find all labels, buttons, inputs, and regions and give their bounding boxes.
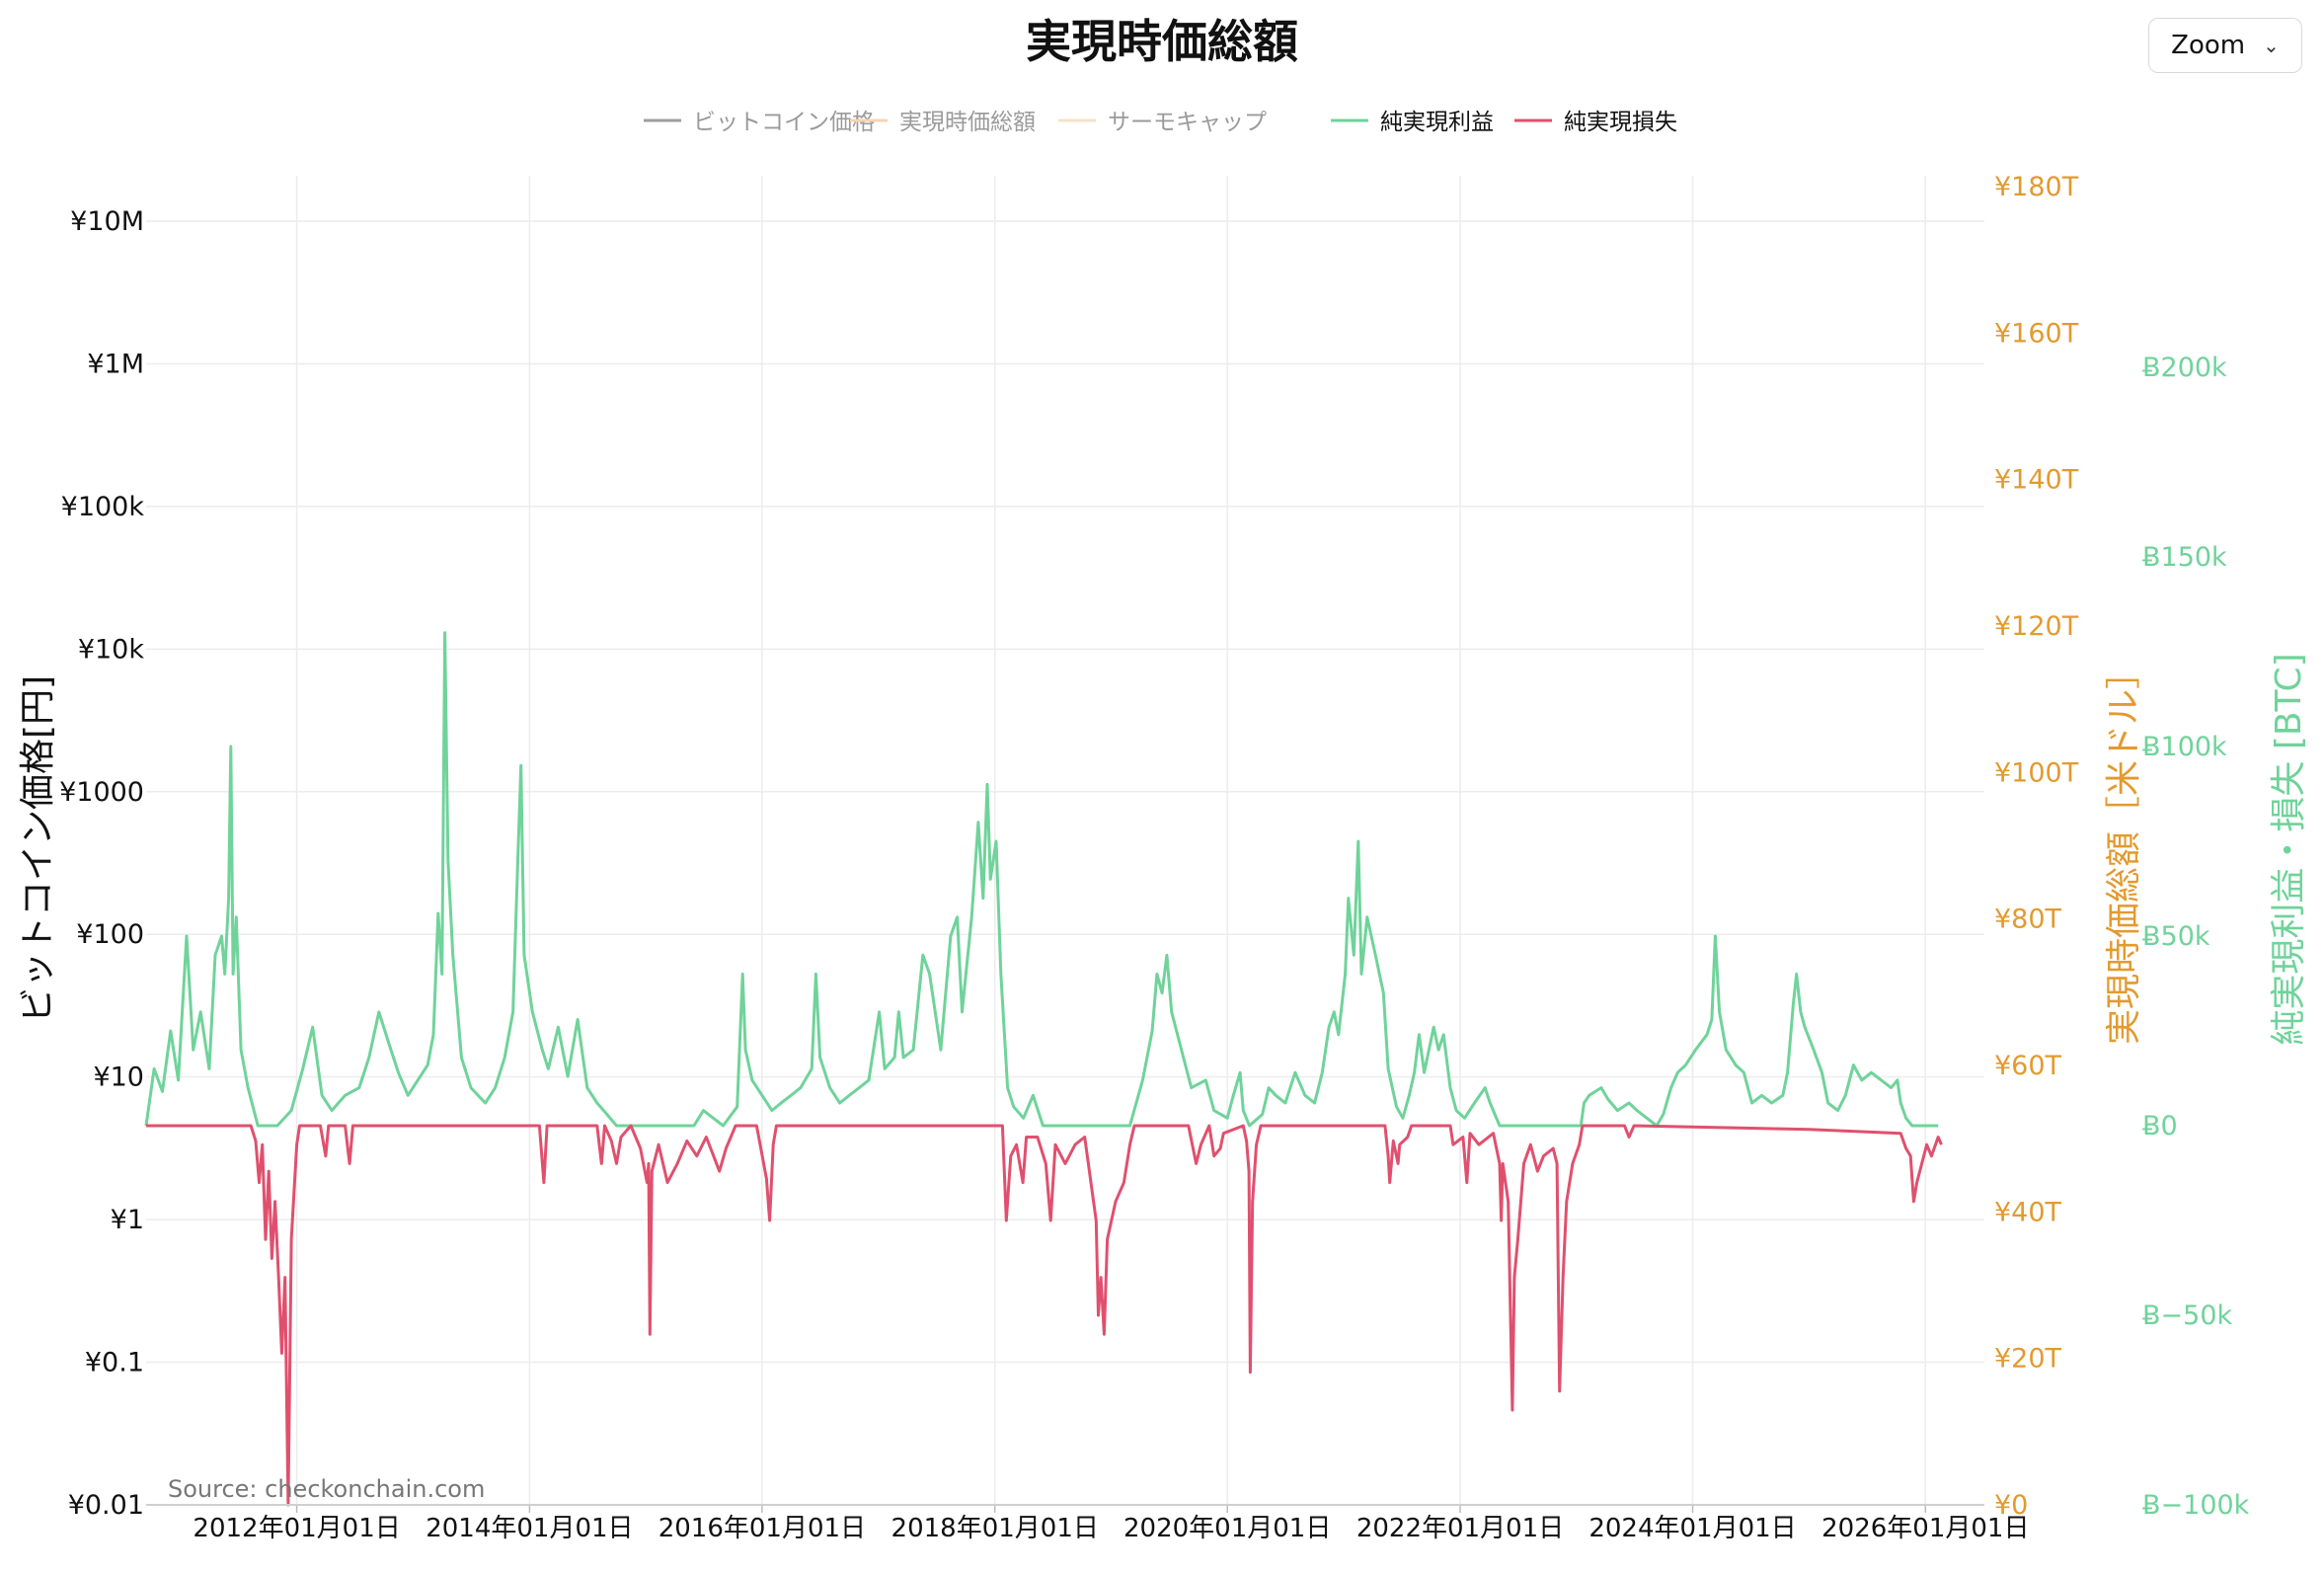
x-tick-label: 2024年01月01日: [1588, 1514, 1796, 1543]
y-left-tick-label: ¥10M: [70, 206, 144, 237]
y-left-tick-label: ¥100: [76, 919, 144, 950]
series-layer: [144, 631, 1943, 1507]
y-right1-tick-label: ¥100T: [1994, 757, 2079, 788]
x-tick-label: 2022年01月01日: [1356, 1514, 1564, 1543]
y-right2-tick-label: Ƀ200k: [2142, 353, 2227, 383]
chart-title: 実現時価総額: [1026, 15, 1298, 68]
legend-item[interactable]: ビットコイン価格: [644, 110, 875, 135]
x-tick-label: 2026年01月01日: [1821, 1514, 2029, 1543]
legend-item[interactable]: サーモキャップ: [1058, 110, 1267, 135]
grid: [146, 176, 1984, 1506]
y-right1-axis-title: 実現時価総額［米ドル］: [2104, 654, 2144, 1045]
zoom-label: Zoom: [2171, 31, 2246, 60]
y-left-tick-label: ¥0.01: [68, 1490, 144, 1521]
x-tick-label: 2016年01月01日: [658, 1514, 866, 1543]
y-right2-axis-title: 純実現利益・損失 [BTC]: [2269, 653, 2309, 1045]
y-right2-tick-label: Ƀ0: [2142, 1111, 2178, 1141]
y-right1-tick-label: ¥20T: [1994, 1344, 2062, 1375]
legend-item[interactable]: 実現時価総額: [850, 110, 1036, 135]
y-right1-tick-label: ¥120T: [1994, 611, 2079, 642]
y-right1-tick-label: ¥60T: [1994, 1051, 2062, 1081]
legend-label: ビットコイン価格: [693, 110, 875, 135]
x-tick-label: 2014年01月01日: [426, 1514, 633, 1543]
y-left-tick-label: ¥0.1: [85, 1348, 144, 1378]
legend-label: 実現時価総額: [899, 110, 1036, 135]
y-left-tick-label: ¥1000: [59, 777, 144, 808]
y-left-tick-label: ¥10k: [78, 634, 145, 665]
axes: ¥0.01 ¥0.1 ¥1 ¥10 ¥100 ¥1000 ¥10k ¥100k ¥1M ¥10M 2…: [59, 172, 2250, 1543]
net-realized-profit-line: [144, 631, 1939, 1128]
net-realized-loss-line: [146, 1124, 1943, 1507]
y-right1-tick-label: ¥140T: [1994, 465, 2079, 496]
legend-label: サーモキャップ: [1108, 110, 1267, 135]
legend-item[interactable]: 純実現損失: [1514, 110, 1677, 135]
y-right2-tick-label: Ƀ50k: [2142, 921, 2210, 952]
y-right1-tick-label: ¥0: [1994, 1490, 2028, 1521]
y-left-tick-label: ¥1: [111, 1205, 144, 1235]
legend-label: 純実現損失: [1564, 110, 1677, 135]
y-right2-tick-label: Ƀ150k: [2142, 542, 2227, 573]
x-tick-label: 2020年01月01日: [1123, 1514, 1331, 1543]
y-right2-tick-label: Ƀ−50k: [2142, 1300, 2233, 1331]
zoom-dropdown-button[interactable]: Zoom ⌄: [2148, 18, 2302, 73]
chevron-down-icon: ⌄: [2263, 34, 2280, 57]
y-left-tick-label: ¥100k: [61, 492, 145, 522]
legend-label: 純実現利益: [1380, 110, 1494, 135]
x-tick-label: 2018年01月01日: [891, 1514, 1099, 1543]
y-left-axis-title: ビットコイン価格[円]: [18, 675, 58, 1023]
legend-item[interactable]: 純実現利益: [1331, 110, 1494, 135]
y-right2-tick-label: Ƀ−100k: [2142, 1490, 2250, 1521]
y-right1-tick-label: ¥180T: [1994, 172, 2079, 202]
y-right2-tick-label: Ƀ100k: [2142, 732, 2227, 762]
x-tick-label: 2012年01月01日: [193, 1514, 400, 1543]
y-right1-tick-label: ¥40T: [1994, 1197, 2062, 1227]
source-note: Source: checkonchain.com: [168, 1475, 485, 1503]
y-left-tick-label: ¥10: [93, 1062, 144, 1093]
y-right1-tick-label: ¥80T: [1994, 905, 2062, 935]
y-left-tick-label: ¥1M: [87, 349, 144, 379]
y-right1-tick-label: ¥160T: [1994, 318, 2079, 349]
legend[interactable]: ビットコイン価格 実現時価総額 サーモキャップ 純実現利益 純実現損失: [644, 110, 1677, 135]
